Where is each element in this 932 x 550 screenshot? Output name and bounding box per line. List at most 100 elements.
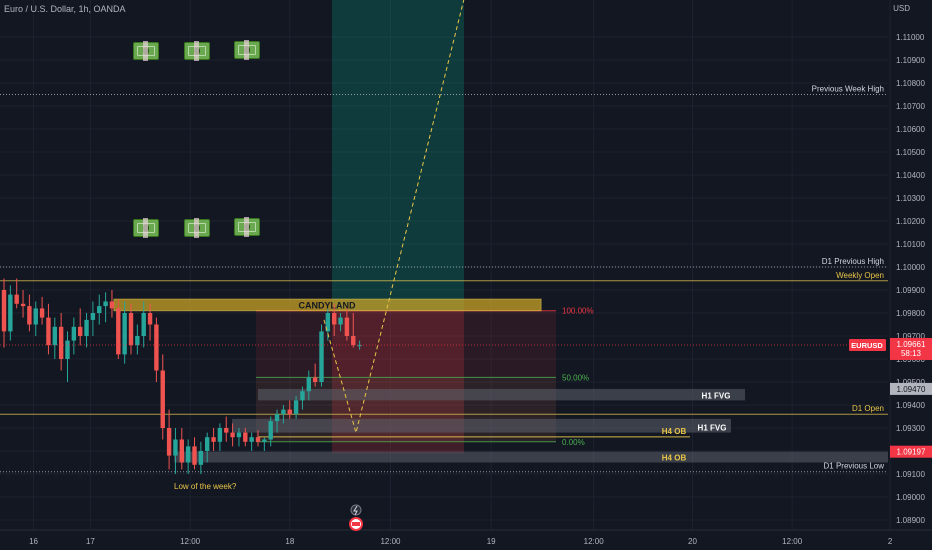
candle-body [90, 313, 96, 320]
y-tick-label: 1.10100 [896, 240, 925, 249]
candle-body [224, 428, 229, 433]
current-price-tag [890, 337, 932, 360]
candle-body [344, 317, 350, 336]
level-label: D1 Previous Low [824, 462, 885, 471]
candle-body [1, 290, 7, 332]
x-tick-label: 12:00 [584, 537, 605, 546]
candle-body [78, 326, 83, 336]
symbol-label: EURUSD [851, 341, 883, 350]
candle-body [306, 377, 311, 392]
candle-body [274, 414, 280, 422]
candle-body [173, 439, 178, 456]
candle-body [179, 439, 184, 463]
y-tick-label: 1.11000 [896, 33, 925, 42]
candle-body [52, 326, 57, 346]
lightning-icon [353, 505, 358, 516]
x-tick-label: 19 [487, 537, 496, 546]
fib-label: 100.00% [562, 307, 594, 316]
candle-body [217, 428, 223, 442]
candle-body [116, 308, 121, 355]
projection-path [323, 0, 465, 435]
y-tick-label: 1.09000 [896, 493, 925, 502]
candle-body [58, 326, 64, 359]
x-tick-label: 2 [888, 537, 893, 546]
candle-body [185, 446, 191, 463]
candle-body [198, 451, 204, 465]
candle-body [27, 306, 32, 325]
candle-body [332, 313, 337, 325]
level-label: Previous Week High [812, 85, 884, 94]
lightning-icon[interactable] [350, 504, 362, 516]
price-tag-value: 1.09197 [897, 448, 926, 457]
zone-fvg [174, 451, 888, 463]
price-tag [890, 382, 932, 395]
candle-body [39, 308, 45, 318]
candle-body [122, 313, 127, 355]
y-tick-label: 1.09800 [896, 309, 925, 318]
target-zone [332, 0, 464, 311]
y-tick-label: 1.09300 [896, 424, 925, 433]
level-label: D1 Open [852, 404, 884, 413]
zone-label: H1 FVG [698, 424, 727, 433]
candle-body [65, 340, 70, 359]
candle-body [33, 308, 38, 325]
x-tick-label: 12:00 [782, 537, 803, 546]
zone-fvg [232, 418, 731, 433]
symbol-tag [849, 338, 886, 351]
candle-body [351, 336, 356, 346]
candle-body [141, 313, 146, 336]
candle-body [71, 326, 77, 341]
x-tick-label: 20 [688, 537, 697, 546]
candle-body [14, 294, 19, 304]
money-icon [133, 218, 159, 238]
candle-body [357, 345, 362, 347]
zone-label: H4 OB [662, 427, 687, 436]
x-tick-label: 16 [29, 537, 38, 546]
y-tick-label: 1.09500 [896, 378, 925, 387]
y-tick-label: 1.09700 [896, 332, 925, 341]
fib-label: 0.00% [562, 438, 585, 447]
money-icon [184, 41, 210, 61]
candle-body [211, 437, 216, 442]
y-tick-label: 1.10200 [896, 217, 925, 226]
x-tick-label: 12:00 [180, 537, 201, 546]
candle-body [230, 432, 235, 438]
money-icon [133, 41, 159, 61]
level-label: Weekly Open [836, 271, 884, 280]
y-tick-label: 1.10800 [896, 79, 925, 88]
candle-body [268, 421, 273, 440]
candle-body [205, 437, 210, 451]
zone-label: H4 OB [662, 454, 687, 463]
y-tick-label: 1.10300 [896, 194, 925, 203]
y-tick-label: 1.09400 [896, 401, 925, 410]
candle-body [293, 400, 299, 415]
price-tag [890, 445, 932, 458]
candle-body [236, 432, 242, 438]
candle-body [109, 301, 115, 309]
y-tick-label: 1.08900 [896, 516, 925, 525]
candle-body [20, 303, 26, 307]
level-label: D1 Previous High [822, 257, 884, 266]
candle-body [166, 428, 172, 456]
candle-body [160, 370, 165, 428]
candle-body [281, 409, 286, 415]
annotation-text: Low of the week? [174, 482, 237, 491]
candle-body [319, 331, 324, 382]
y-tick-label: 1.10900 [896, 56, 925, 65]
candle-body [262, 439, 267, 442]
x-tick-label: 12:00 [380, 537, 401, 546]
candle-body [243, 432, 248, 442]
candle-body [8, 294, 13, 332]
y-tick-label: 1.10000 [896, 263, 925, 272]
candle-body [287, 409, 292, 415]
candle-body [312, 377, 318, 382]
candle-body [135, 336, 140, 346]
money-icon [234, 40, 260, 60]
x-tick-label: 17 [86, 537, 95, 546]
candle-body [97, 306, 102, 313]
x-tick-label: 18 [285, 537, 294, 546]
candle-body [300, 391, 305, 401]
candle-body [249, 437, 254, 442]
zone-fvg [258, 388, 745, 401]
